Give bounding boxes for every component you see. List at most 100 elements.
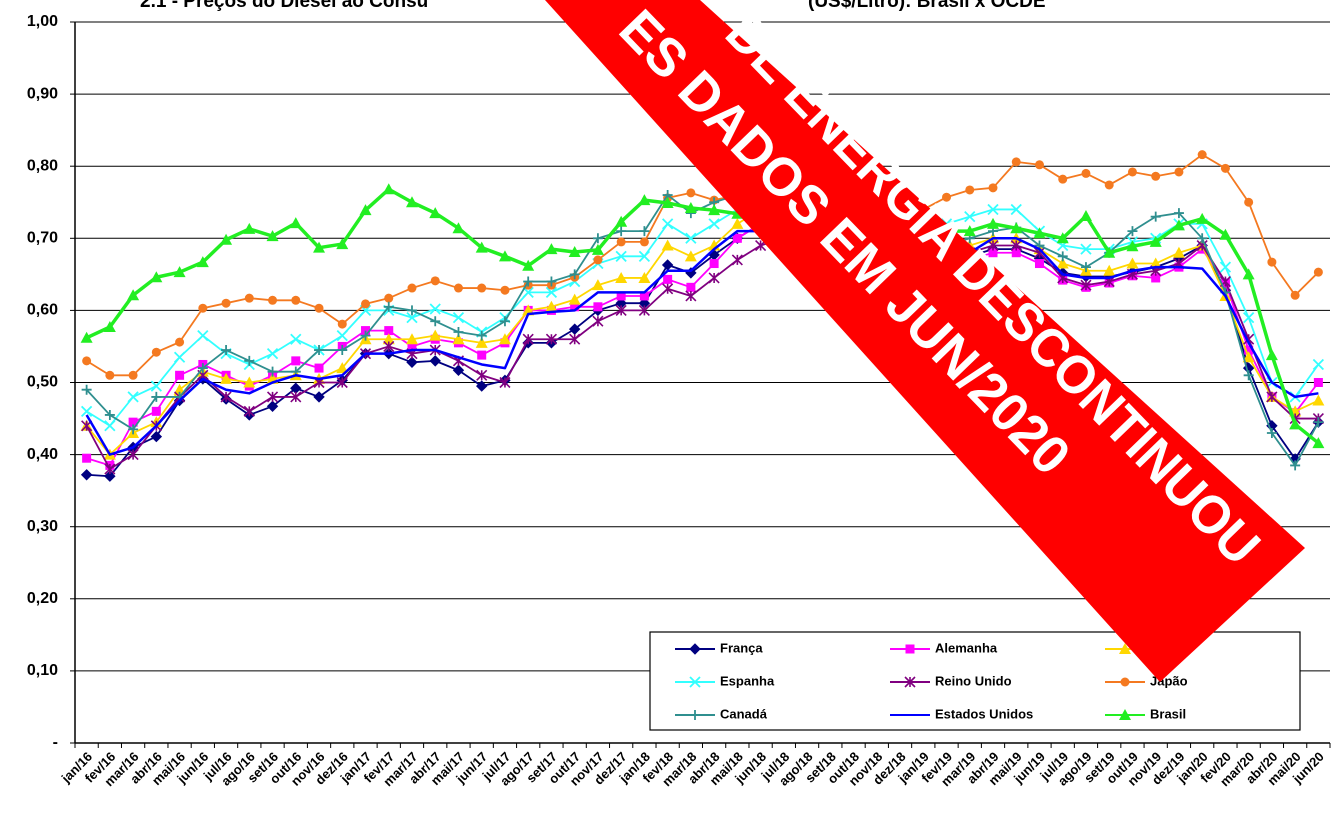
marker — [406, 305, 417, 316]
marker — [616, 226, 627, 237]
marker — [904, 676, 916, 688]
marker — [1266, 427, 1277, 438]
marker — [1290, 460, 1301, 471]
marker — [477, 283, 487, 293]
marker — [150, 271, 163, 283]
marker — [429, 329, 442, 341]
marker — [175, 370, 185, 380]
marker — [198, 303, 208, 313]
marker — [475, 241, 488, 253]
marker — [80, 331, 93, 343]
marker — [359, 204, 372, 216]
marker — [243, 376, 256, 388]
marker — [592, 315, 604, 327]
marker — [499, 376, 511, 389]
marker — [690, 710, 700, 720]
marker — [452, 311, 465, 324]
marker — [684, 250, 697, 262]
marker — [1313, 378, 1323, 387]
marker — [1126, 240, 1139, 252]
marker — [545, 286, 558, 299]
marker — [429, 355, 441, 367]
marker — [127, 289, 140, 301]
y-tick-label: 0,20 — [27, 590, 58, 607]
marker — [429, 303, 441, 315]
marker — [1172, 246, 1185, 258]
marker — [1034, 259, 1044, 269]
marker — [1011, 157, 1021, 167]
marker — [639, 237, 649, 247]
marker — [639, 291, 649, 301]
marker — [430, 316, 441, 327]
marker — [1244, 197, 1254, 207]
marker — [197, 329, 209, 342]
marker — [384, 326, 394, 336]
marker — [244, 355, 255, 366]
marker — [639, 226, 650, 237]
marker — [568, 323, 581, 335]
marker — [336, 238, 349, 250]
marker — [1149, 235, 1162, 247]
marker — [662, 283, 674, 295]
marker — [1197, 233, 1208, 244]
marker — [638, 194, 651, 206]
marker — [545, 243, 558, 255]
marker — [1120, 677, 1130, 687]
marker — [220, 391, 232, 403]
legend-label: França — [720, 640, 763, 655]
marker — [988, 248, 998, 258]
marker — [128, 424, 139, 435]
marker — [151, 347, 161, 357]
marker — [336, 376, 348, 389]
marker — [731, 254, 743, 266]
marker — [686, 188, 696, 198]
marker — [1034, 160, 1044, 170]
marker — [685, 232, 697, 244]
marker — [406, 356, 418, 369]
y-tick-label: 0,50 — [27, 374, 58, 391]
marker — [289, 217, 302, 229]
marker — [80, 469, 93, 481]
marker — [708, 272, 720, 284]
marker — [569, 269, 580, 280]
marker — [1011, 248, 1021, 258]
marker — [1243, 370, 1254, 381]
marker — [407, 341, 417, 351]
y-tick-label: 0,90 — [27, 85, 58, 102]
marker — [244, 293, 254, 303]
marker — [175, 337, 185, 347]
marker — [684, 202, 697, 214]
marker — [173, 266, 186, 278]
marker — [963, 225, 976, 237]
legend-label: Brasil — [1150, 706, 1186, 721]
y-tick-label: 0,10 — [27, 662, 58, 679]
marker — [685, 290, 697, 302]
marker — [942, 192, 952, 202]
marker — [663, 274, 673, 284]
marker — [1220, 163, 1230, 173]
marker — [591, 279, 604, 291]
marker — [103, 320, 116, 332]
y-tick-label: 0,70 — [27, 230, 58, 247]
marker — [104, 463, 116, 475]
marker — [452, 364, 465, 376]
marker — [731, 217, 744, 229]
marker — [568, 245, 581, 257]
marker — [615, 250, 627, 262]
marker — [1174, 167, 1184, 177]
marker — [1104, 180, 1114, 190]
marker — [570, 302, 580, 312]
marker — [498, 333, 511, 345]
marker — [569, 333, 581, 345]
marker — [522, 286, 534, 299]
marker — [290, 391, 302, 403]
marker — [615, 215, 628, 227]
legend-label: Alemanha — [935, 640, 998, 655]
marker — [661, 239, 674, 251]
marker — [337, 345, 348, 356]
marker — [452, 222, 465, 234]
marker — [1119, 643, 1131, 654]
marker — [732, 233, 742, 243]
marker — [476, 369, 488, 381]
marker — [661, 196, 674, 208]
